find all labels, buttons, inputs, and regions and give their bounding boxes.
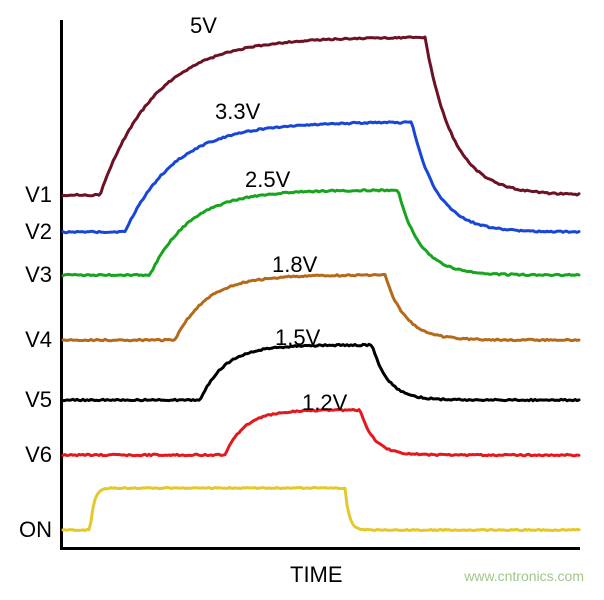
trace-label-v1: 5V — [190, 13, 217, 39]
y-label-v3: V3 — [25, 262, 52, 288]
traces-svg — [0, 0, 604, 600]
y-label-v5: V5 — [25, 387, 52, 413]
trace-label-v2: 3.3V — [215, 99, 260, 125]
trace-label-v5: 1.5V — [275, 325, 320, 351]
watermark: www.cntronics.com — [464, 568, 584, 584]
trace-v2 — [63, 122, 579, 233]
trace-label-v6: 1.2V — [302, 390, 347, 416]
y-label-v1: V1 — [25, 182, 52, 208]
y-label-on: ON — [19, 517, 52, 543]
y-label-v6: V6 — [25, 442, 52, 468]
y-label-v2: V2 — [25, 219, 52, 245]
x-axis-label: TIME — [290, 562, 343, 588]
trace-v6 — [63, 409, 579, 455]
trace-label-v3: 2.5V — [245, 167, 290, 193]
trace-label-v4: 1.8V — [272, 252, 317, 278]
trace-v4 — [63, 274, 579, 340]
trace-v1 — [63, 37, 579, 196]
trace-on — [63, 487, 579, 530]
chart-container: V1 V2 V3 V4 V5 V6 ON 5V 3.3V 2.5V 1.8V 1.5V 1.2V TI… — [0, 0, 604, 600]
y-label-v4: V4 — [25, 327, 52, 353]
